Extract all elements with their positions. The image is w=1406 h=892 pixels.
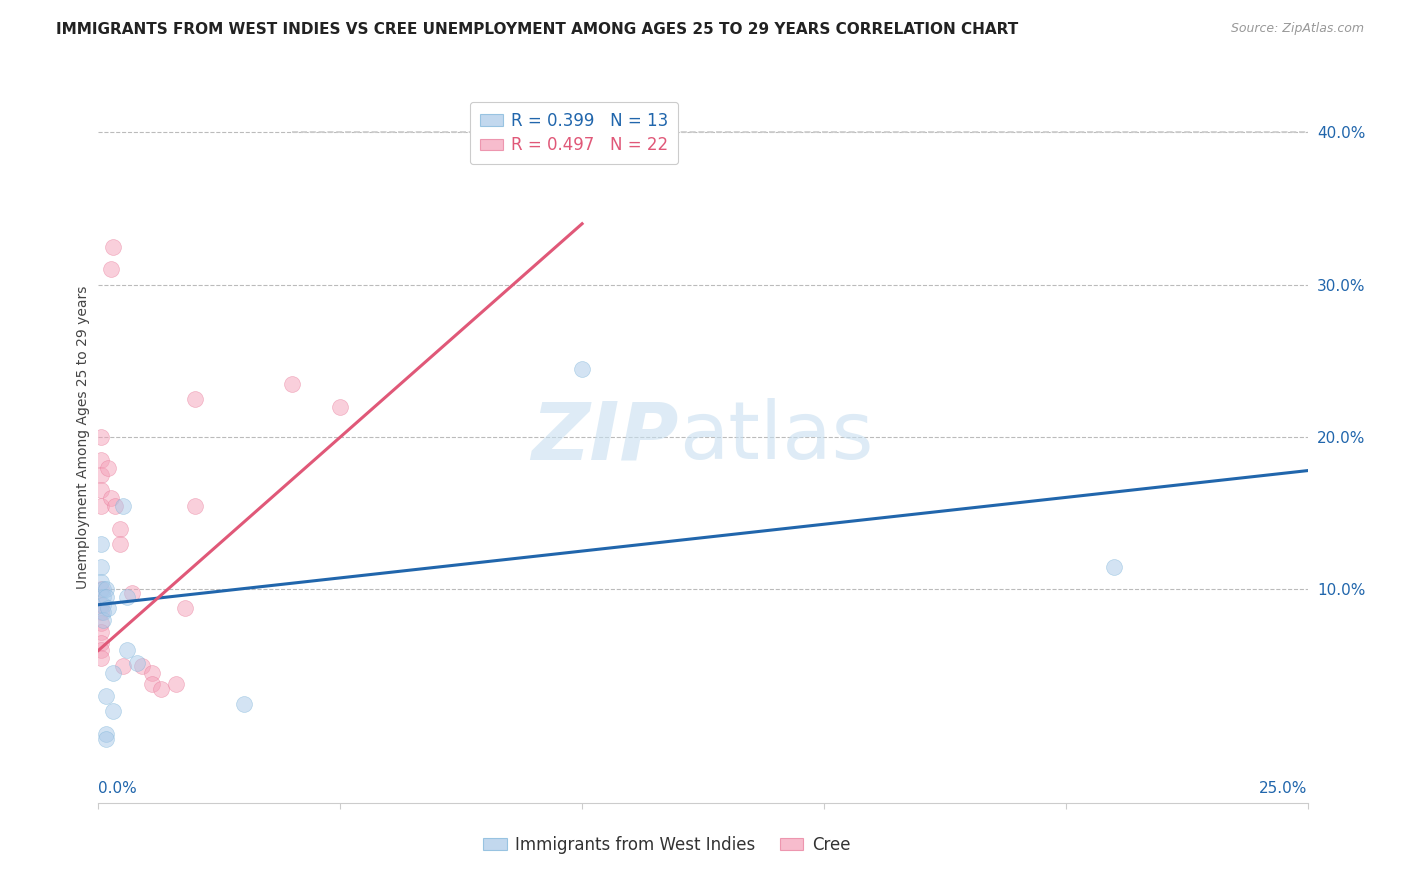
Point [94,727,117,741]
Point [94,590,117,604]
Point [90,636,112,650]
Point [90,559,112,574]
Point [165,677,187,691]
Point [141,677,163,691]
Point [101,705,124,719]
Point [90,499,112,513]
Y-axis label: Unemployment Among Ages 25 to 29 years: Unemployment Among Ages 25 to 29 years [76,285,90,589]
Point [329,400,352,414]
Point [97,460,120,475]
Point [127,656,149,670]
Point [94,689,117,703]
Point [108,521,131,535]
Text: 25.0%: 25.0% [1260,780,1308,796]
Point [90,453,112,467]
Point [91,613,114,627]
Point [232,697,254,711]
Point [90,582,112,597]
Point [91,598,114,612]
Point [111,658,134,673]
Point [150,681,173,696]
Point [91,605,114,619]
Point [100,491,122,505]
Point [90,430,112,444]
Point [94,582,117,597]
Point [184,499,207,513]
Text: 0.0%: 0.0% [98,780,138,796]
Point [121,585,143,599]
Point [141,666,163,681]
Text: IMMIGRANTS FROM WEST INDIES VS CREE UNEMPLOYMENT AMONG AGES 25 TO 29 YEARS CORRE: IMMIGRANTS FROM WEST INDIES VS CREE UNEM… [56,22,1018,37]
Point [100,262,122,277]
Point [90,598,112,612]
Point [90,468,112,483]
Point [90,651,112,665]
Point [90,537,112,551]
Point [1102,559,1125,574]
Point [94,731,117,746]
Point [90,625,112,640]
Point [97,600,120,615]
Point [91,590,114,604]
Point [174,600,197,615]
Point [281,376,304,391]
Text: ZIP: ZIP [531,398,679,476]
Point [111,499,134,513]
Point [117,643,139,657]
Point [90,615,112,630]
Point [108,537,131,551]
Point [90,483,112,498]
Point [90,605,112,619]
Text: atlas: atlas [679,398,873,476]
Point [104,499,127,513]
Point [101,666,124,681]
Text: Source: ZipAtlas.com: Source: ZipAtlas.com [1230,22,1364,36]
Point [131,658,153,673]
Point [117,590,139,604]
Point [184,392,207,406]
Point [90,643,112,657]
Point [101,239,124,253]
Point [571,361,593,376]
Point [90,574,112,589]
Legend: Immigrants from West Indies, Cree: Immigrants from West Indies, Cree [477,829,856,860]
Point [91,582,114,597]
